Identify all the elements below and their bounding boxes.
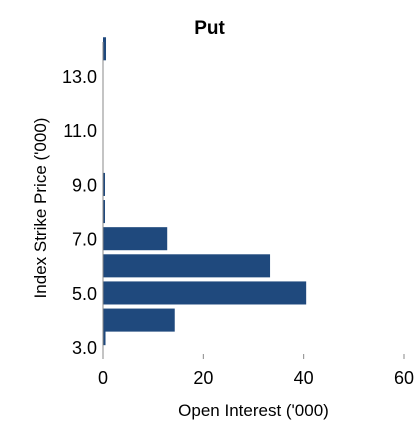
y-tick-label: 7.0 bbox=[72, 230, 97, 250]
chart-title: Put bbox=[194, 18, 225, 39]
bar bbox=[103, 254, 271, 278]
x-tick-label: 40 bbox=[294, 368, 314, 388]
x-tick-label: 0 bbox=[98, 368, 108, 388]
bar bbox=[103, 200, 106, 224]
bar bbox=[103, 322, 106, 346]
y-tick-label: 11.0 bbox=[63, 121, 97, 141]
bar bbox=[103, 281, 307, 305]
y-tick-label: 13.0 bbox=[62, 67, 97, 87]
y-tick-label: 3.0 bbox=[72, 338, 97, 358]
bar bbox=[103, 227, 168, 251]
bar bbox=[103, 37, 107, 61]
x-tick-label: 20 bbox=[193, 368, 213, 388]
y-tick-label: 9.0 bbox=[72, 175, 97, 195]
bar bbox=[103, 172, 106, 196]
bar bbox=[103, 308, 175, 332]
y-tick-label: 5.0 bbox=[72, 284, 97, 304]
x-tick-label: 60 bbox=[394, 368, 414, 388]
y-axis-label: Index Strike Price ('000) bbox=[31, 118, 50, 299]
x-axis-label: Open Interest ('000) bbox=[178, 401, 329, 420]
